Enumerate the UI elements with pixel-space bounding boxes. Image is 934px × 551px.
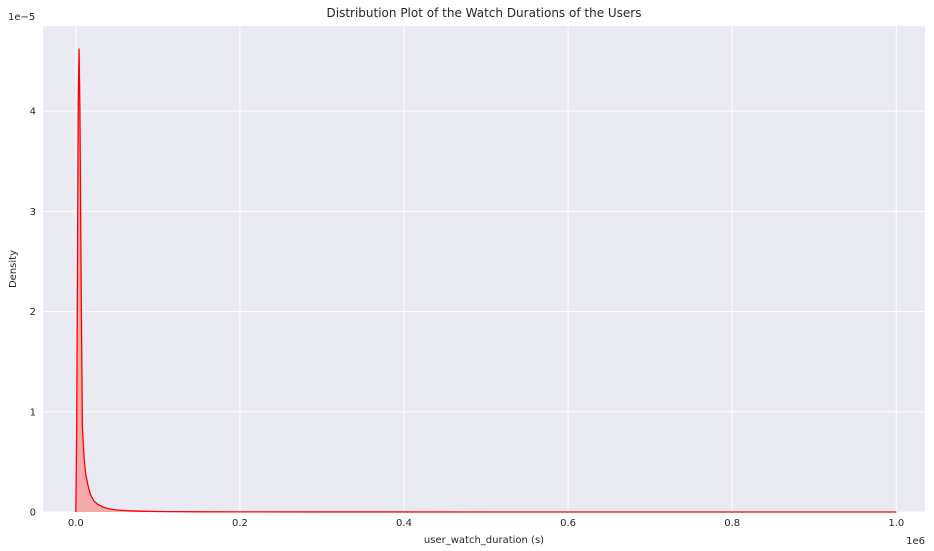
x-tick-label: 0.8 [724,518,740,529]
y-tick-label: 4 [30,107,36,118]
x-tick-label: 0.0 [68,518,84,529]
series-layer [75,48,897,513]
x-tick-label: 0.2 [232,518,248,529]
x-axis-offset-label: 1e6 [906,536,925,547]
y-axis-offset-label: 1e−5 [8,12,35,23]
x-tick-label: 1.0 [888,518,904,529]
x-axis-label: user_watch_duration (s) [424,535,544,546]
density-line [75,48,897,513]
y-tick-label: 2 [30,307,36,318]
y-tick-label: 0 [30,508,36,519]
y-tick-label: 3 [30,207,36,218]
x-axis-ticks: 0.0 0.2 0.4 0.6 0.8 1.0 [68,518,904,529]
y-axis-label: Density [8,250,19,288]
x-tick-label: 0.6 [560,518,576,529]
y-tick-label: 1 [30,407,36,418]
x-tick-label: 0.4 [396,518,412,529]
plot-background [43,26,925,512]
chart-title: Distribution Plot of the Watch Durations… [327,6,642,20]
y-axis-ticks: 0 1 2 3 4 [30,107,36,519]
